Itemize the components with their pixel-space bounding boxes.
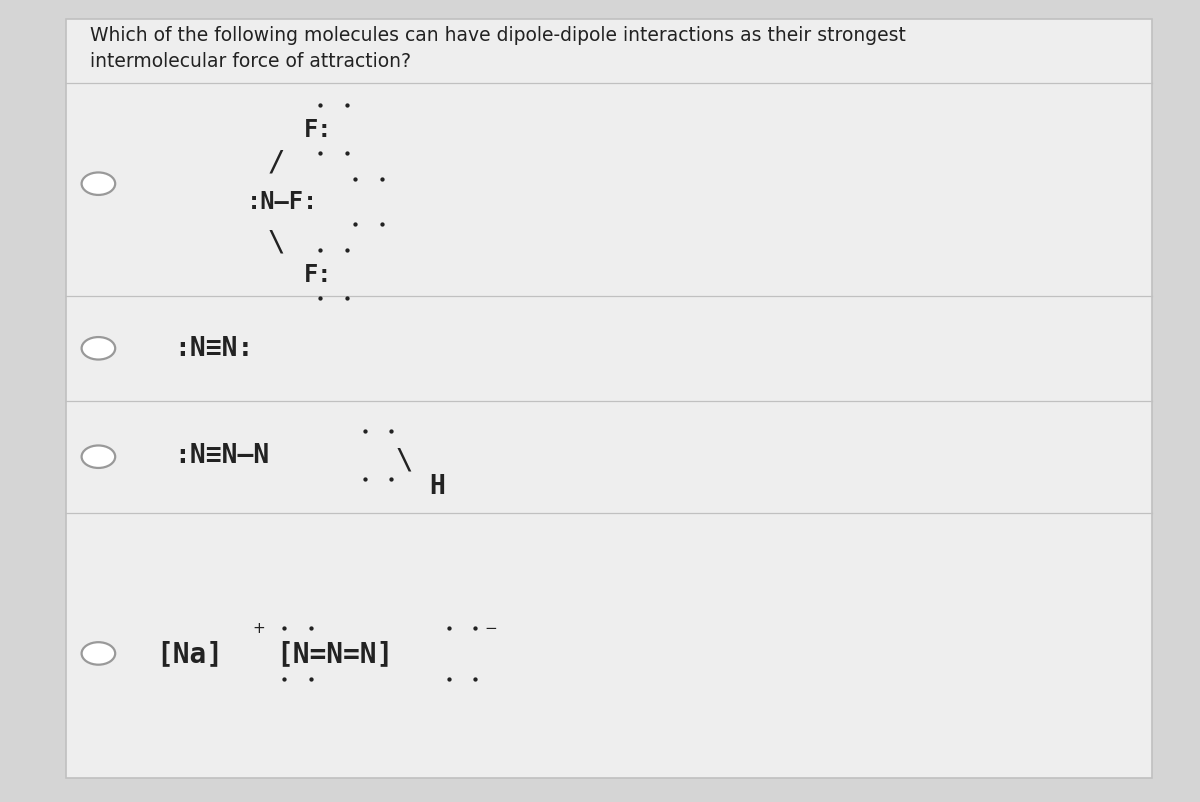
Circle shape	[82, 642, 115, 665]
Text: intermolecular force of attraction?: intermolecular force of attraction?	[90, 52, 410, 71]
Text: +: +	[252, 621, 265, 635]
Text: Which of the following molecules can have dipole-dipole interactions as their st: Which of the following molecules can hav…	[90, 26, 906, 45]
Text: \: \	[268, 228, 284, 256]
Text: F:: F:	[304, 118, 332, 142]
Text: −: −	[485, 621, 498, 635]
Text: F:: F:	[304, 262, 332, 286]
Text: [Na]: [Na]	[156, 640, 223, 667]
Text: /: /	[268, 148, 284, 176]
Circle shape	[82, 338, 115, 360]
Circle shape	[82, 173, 115, 196]
Circle shape	[82, 446, 115, 468]
Text: [N=N=N]: [N=N=N]	[276, 640, 394, 667]
Text: :N—F:: :N—F:	[246, 190, 318, 214]
Text: :N≡N—N: :N≡N—N	[174, 443, 269, 468]
Text: H: H	[430, 473, 445, 499]
Text: \: \	[396, 446, 414, 473]
FancyBboxPatch shape	[66, 20, 1152, 778]
Text: :N≡N:: :N≡N:	[174, 336, 253, 362]
